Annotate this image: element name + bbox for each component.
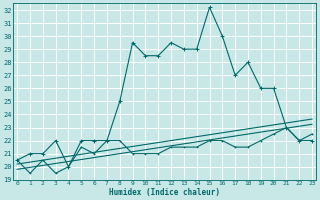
- X-axis label: Humidex (Indice chaleur): Humidex (Indice chaleur): [109, 188, 220, 197]
